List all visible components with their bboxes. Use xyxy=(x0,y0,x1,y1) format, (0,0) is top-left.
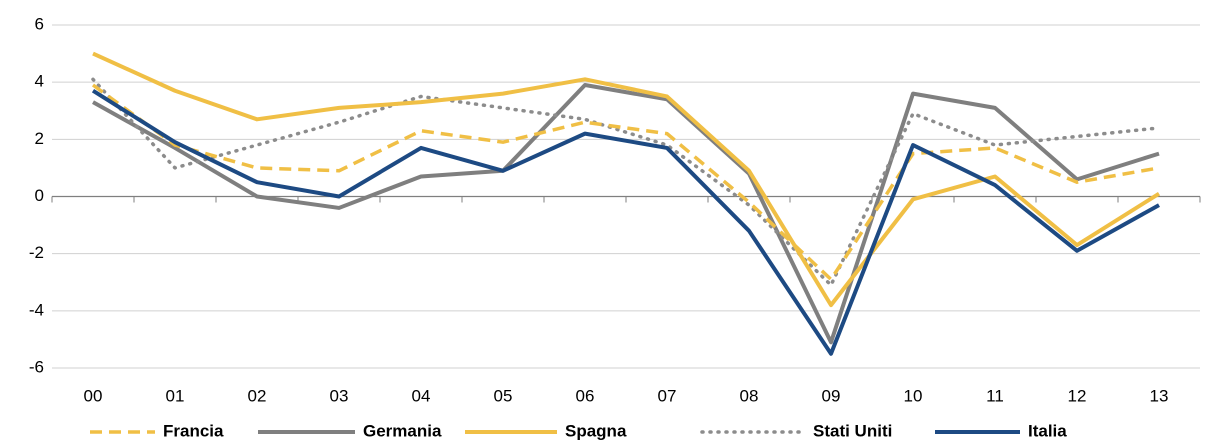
y-tick-label: 6 xyxy=(35,14,44,33)
x-tick-label: 01 xyxy=(166,386,185,405)
legend-label: Italia xyxy=(1028,421,1067,440)
y-tick-label: 0 xyxy=(35,186,44,205)
legend-label: Francia xyxy=(163,421,224,440)
y-tick-label: 2 xyxy=(35,129,44,148)
y-tick-label: 4 xyxy=(35,72,44,91)
x-tick-label: 07 xyxy=(658,386,677,405)
x-tick-label: 00 xyxy=(84,386,103,405)
legend-label: Germania xyxy=(363,421,442,440)
x-tick-label: 05 xyxy=(494,386,513,405)
x-tick-label: 13 xyxy=(1150,386,1169,405)
x-tick-label: 06 xyxy=(576,386,595,405)
x-tick-label: 04 xyxy=(412,386,431,405)
x-tick-label: 11 xyxy=(986,386,1004,405)
x-tick-label: 02 xyxy=(248,386,267,405)
x-tick-label: 10 xyxy=(904,386,923,405)
x-tick-label: 08 xyxy=(740,386,759,405)
x-tick-label: 03 xyxy=(330,386,349,405)
series-line xyxy=(91,77,1161,287)
series-line xyxy=(91,83,1160,282)
x-tick-label: 12 xyxy=(1068,386,1087,405)
x-tick-label: 09 xyxy=(822,386,841,405)
y-tick-label: -4 xyxy=(29,300,44,319)
y-tick-label: -2 xyxy=(29,243,44,262)
y-tick-label: -6 xyxy=(29,357,44,376)
legend-label: Stati Uniti xyxy=(813,421,892,440)
legend-label: Spagna xyxy=(565,421,627,440)
series-line xyxy=(91,89,1160,356)
series-line xyxy=(92,83,1160,345)
